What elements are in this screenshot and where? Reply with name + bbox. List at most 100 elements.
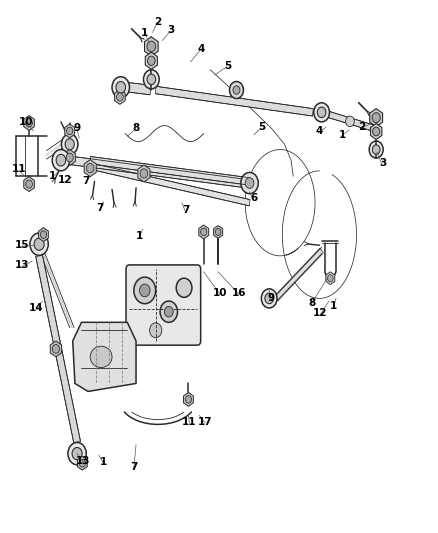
Circle shape [201,228,207,236]
Text: 10: 10 [212,288,227,298]
Circle shape [140,284,150,297]
Polygon shape [84,160,96,176]
Text: 14: 14 [29,303,44,313]
Polygon shape [65,124,74,138]
Text: 1: 1 [136,231,143,241]
Polygon shape [214,225,223,238]
Text: 9: 9 [268,293,275,303]
Text: 3: 3 [167,25,175,35]
Circle shape [67,127,73,135]
Circle shape [86,164,94,173]
Circle shape [52,344,60,353]
Circle shape [30,233,48,255]
Circle shape [346,116,354,127]
Circle shape [147,41,155,52]
Ellipse shape [90,346,112,368]
Text: 1: 1 [49,171,56,181]
Circle shape [144,70,159,89]
Polygon shape [90,157,250,185]
Text: 13: 13 [75,456,90,465]
Polygon shape [275,248,323,301]
Text: 1: 1 [339,130,346,140]
Circle shape [176,278,192,297]
Polygon shape [36,255,81,443]
Circle shape [66,153,73,162]
Polygon shape [199,225,208,239]
Text: 4: 4 [198,44,205,53]
Text: 1: 1 [141,28,148,38]
Polygon shape [73,322,136,391]
Circle shape [52,150,70,171]
Circle shape [112,77,130,98]
Circle shape [40,231,46,238]
Polygon shape [371,124,382,140]
Text: 4: 4 [316,126,323,136]
Circle shape [79,459,85,467]
Circle shape [241,172,258,193]
Circle shape [372,145,380,154]
Circle shape [140,169,148,178]
Polygon shape [184,392,193,406]
Circle shape [233,86,240,94]
Polygon shape [39,228,48,241]
Text: 7: 7 [82,176,89,187]
Text: 2: 2 [154,17,162,27]
Text: 5: 5 [224,61,231,70]
Circle shape [134,277,155,304]
Text: 11: 11 [182,417,197,427]
Polygon shape [64,150,75,165]
Text: 1: 1 [100,457,107,467]
Text: 15: 15 [14,240,29,250]
Polygon shape [115,90,125,104]
Polygon shape [145,52,157,69]
Text: 7: 7 [130,463,138,472]
Polygon shape [128,83,151,95]
Circle shape [328,274,333,282]
Polygon shape [326,272,335,285]
Text: 3: 3 [379,158,386,168]
Polygon shape [50,341,62,357]
Text: 11: 11 [12,164,26,174]
Circle shape [245,177,254,188]
Text: 8: 8 [308,297,315,308]
Circle shape [148,56,155,66]
Polygon shape [155,86,313,116]
Circle shape [150,323,162,338]
Text: 7: 7 [182,205,190,215]
Text: 7: 7 [96,203,104,213]
Polygon shape [68,156,242,187]
Text: 5: 5 [258,122,265,132]
Circle shape [261,289,277,308]
Circle shape [117,93,123,101]
Circle shape [369,141,383,158]
Circle shape [160,301,177,322]
Text: 2: 2 [359,122,366,132]
Text: 1: 1 [330,301,337,311]
Circle shape [26,180,32,188]
Text: 16: 16 [231,288,246,298]
Text: 6: 6 [250,193,258,204]
Polygon shape [145,37,158,56]
Circle shape [317,107,326,118]
Circle shape [265,293,274,304]
Text: 8: 8 [132,123,140,133]
Circle shape [34,238,44,251]
Polygon shape [370,109,383,127]
Polygon shape [78,456,87,470]
Circle shape [68,442,86,465]
Circle shape [164,306,173,317]
Circle shape [61,134,78,155]
Text: 12: 12 [313,308,328,318]
Circle shape [314,103,329,122]
Circle shape [26,119,32,127]
Circle shape [185,395,191,403]
Text: 13: 13 [15,261,30,270]
Polygon shape [138,165,150,182]
Polygon shape [24,176,34,191]
Circle shape [56,155,66,166]
FancyBboxPatch shape [126,265,201,345]
Circle shape [373,127,380,136]
Text: 10: 10 [19,117,33,127]
Text: 12: 12 [58,175,73,185]
Polygon shape [321,109,374,131]
